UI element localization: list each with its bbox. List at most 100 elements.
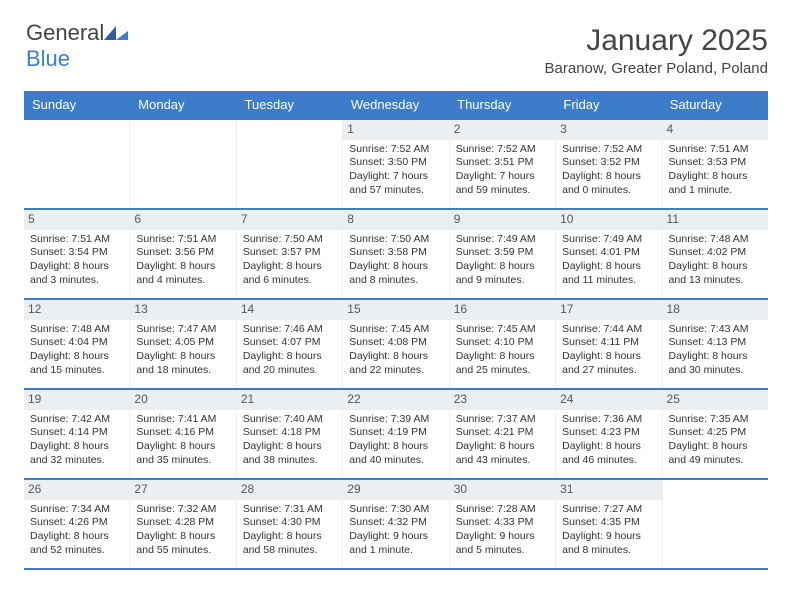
sunrise-text: Sunrise: 7:32 AM [136, 503, 229, 517]
daylight-text-2: and 38 minutes. [243, 454, 336, 468]
daylight-text-1: Daylight: 8 hours [30, 260, 123, 274]
day-cell: 11Sunrise: 7:48 AMSunset: 4:02 PMDayligh… [663, 210, 768, 298]
sunrise-text: Sunrise: 7:39 AM [349, 413, 442, 427]
sunrise-text: Sunrise: 7:44 AM [562, 323, 655, 337]
sunset-text: Sunset: 4:21 PM [456, 426, 549, 440]
daylight-text-2: and 40 minutes. [349, 454, 442, 468]
daylight-text-2: and 35 minutes. [136, 454, 229, 468]
sunrise-text: Sunrise: 7:49 AM [562, 233, 655, 247]
daylight-text-1: Daylight: 8 hours [562, 260, 655, 274]
empty-day-cell [237, 120, 343, 208]
empty-day-cell [24, 120, 130, 208]
daylight-text-1: Daylight: 7 hours [456, 170, 549, 184]
weekday-label: Thursday [449, 91, 555, 118]
daylight-text-2: and 49 minutes. [669, 454, 762, 468]
daylight-text-1: Daylight: 8 hours [243, 440, 336, 454]
day-number: 8 [343, 210, 448, 230]
daylight-text-2: and 52 minutes. [30, 544, 123, 558]
weekday-label: Wednesday [343, 91, 449, 118]
daylight-text-2: and 43 minutes. [456, 454, 549, 468]
sunset-text: Sunset: 4:30 PM [243, 516, 336, 530]
day-number: 31 [556, 480, 661, 500]
day-cell: 30Sunrise: 7:28 AMSunset: 4:33 PMDayligh… [450, 480, 556, 568]
daylight-text-2: and 0 minutes. [562, 184, 655, 198]
daylight-text-2: and 58 minutes. [243, 544, 336, 558]
day-cell: 17Sunrise: 7:44 AMSunset: 4:11 PMDayligh… [556, 300, 662, 388]
day-number: 26 [24, 480, 129, 500]
daylight-text-1: Daylight: 8 hours [562, 440, 655, 454]
day-number: 25 [663, 390, 768, 410]
daylight-text-1: Daylight: 8 hours [669, 440, 762, 454]
sunset-text: Sunset: 4:19 PM [349, 426, 442, 440]
day-number: 4 [663, 120, 768, 140]
day-number: 24 [556, 390, 661, 410]
day-number: 7 [237, 210, 342, 230]
day-cell: 28Sunrise: 7:31 AMSunset: 4:30 PMDayligh… [237, 480, 343, 568]
day-cell: 4Sunrise: 7:51 AMSunset: 3:53 PMDaylight… [663, 120, 768, 208]
sunset-text: Sunset: 4:04 PM [30, 336, 123, 350]
day-number: 21 [237, 390, 342, 410]
sunset-text: Sunset: 3:53 PM [669, 156, 762, 170]
daylight-text-2: and 1 minute. [669, 184, 762, 198]
sunrise-text: Sunrise: 7:48 AM [669, 233, 762, 247]
day-number: 29 [343, 480, 448, 500]
sunrise-text: Sunrise: 7:36 AM [562, 413, 655, 427]
daylight-text-2: and 55 minutes. [136, 544, 229, 558]
sunrise-text: Sunrise: 7:40 AM [243, 413, 336, 427]
sunrise-text: Sunrise: 7:27 AM [562, 503, 655, 517]
daylight-text-1: Daylight: 8 hours [562, 350, 655, 364]
sunset-text: Sunset: 3:51 PM [456, 156, 549, 170]
day-number: 30 [450, 480, 555, 500]
weekday-header-row: SundayMondayTuesdayWednesdayThursdayFrid… [24, 91, 768, 118]
daylight-text-1: Daylight: 8 hours [243, 350, 336, 364]
weekday-label: Tuesday [237, 91, 343, 118]
calendar: SundayMondayTuesdayWednesdayThursdayFrid… [24, 91, 768, 570]
sunrise-text: Sunrise: 7:49 AM [456, 233, 549, 247]
daylight-text-1: Daylight: 8 hours [669, 260, 762, 274]
day-number: 1 [343, 120, 448, 140]
daylight-text-2: and 8 minutes. [562, 544, 655, 558]
day-cell: 26Sunrise: 7:34 AMSunset: 4:26 PMDayligh… [24, 480, 130, 568]
day-number: 5 [24, 210, 129, 230]
brand-mark-icon [104, 20, 128, 36]
daylight-text-1: Daylight: 7 hours [349, 170, 442, 184]
sunset-text: Sunset: 4:16 PM [136, 426, 229, 440]
sunrise-text: Sunrise: 7:47 AM [136, 323, 229, 337]
day-cell: 19Sunrise: 7:42 AMSunset: 4:14 PMDayligh… [24, 390, 130, 478]
day-cell: 18Sunrise: 7:43 AMSunset: 4:13 PMDayligh… [663, 300, 768, 388]
sunset-text: Sunset: 4:13 PM [669, 336, 762, 350]
daylight-text-2: and 46 minutes. [562, 454, 655, 468]
week-row: 19Sunrise: 7:42 AMSunset: 4:14 PMDayligh… [24, 390, 768, 480]
sunrise-text: Sunrise: 7:52 AM [456, 143, 549, 157]
daylight-text-1: Daylight: 8 hours [136, 350, 229, 364]
sunset-text: Sunset: 4:10 PM [456, 336, 549, 350]
day-cell: 21Sunrise: 7:40 AMSunset: 4:18 PMDayligh… [237, 390, 343, 478]
day-cell: 9Sunrise: 7:49 AMSunset: 3:59 PMDaylight… [450, 210, 556, 298]
day-number: 3 [556, 120, 661, 140]
sunrise-text: Sunrise: 7:41 AM [136, 413, 229, 427]
week-row: 12Sunrise: 7:48 AMSunset: 4:04 PMDayligh… [24, 300, 768, 390]
sunset-text: Sunset: 4:28 PM [136, 516, 229, 530]
daylight-text-1: Daylight: 9 hours [562, 530, 655, 544]
empty-day-cell [663, 480, 768, 568]
daylight-text-1: Daylight: 8 hours [669, 350, 762, 364]
sunset-text: Sunset: 4:35 PM [562, 516, 655, 530]
sunset-text: Sunset: 3:58 PM [349, 246, 442, 260]
day-cell: 5Sunrise: 7:51 AMSunset: 3:54 PMDaylight… [24, 210, 130, 298]
weeks-container: 1Sunrise: 7:52 AMSunset: 3:50 PMDaylight… [24, 118, 768, 570]
sunset-text: Sunset: 3:54 PM [30, 246, 123, 260]
week-row: 26Sunrise: 7:34 AMSunset: 4:26 PMDayligh… [24, 480, 768, 570]
sunset-text: Sunset: 3:50 PM [349, 156, 442, 170]
day-cell: 15Sunrise: 7:45 AMSunset: 4:08 PMDayligh… [343, 300, 449, 388]
brand-logo: General Blue [26, 20, 128, 72]
day-cell: 14Sunrise: 7:46 AMSunset: 4:07 PMDayligh… [237, 300, 343, 388]
day-number: 16 [450, 300, 555, 320]
sunset-text: Sunset: 3:52 PM [562, 156, 655, 170]
daylight-text-2: and 22 minutes. [349, 364, 442, 378]
daylight-text-2: and 8 minutes. [349, 274, 442, 288]
weekday-label: Saturday [662, 91, 768, 118]
day-number: 10 [556, 210, 661, 230]
sunrise-text: Sunrise: 7:45 AM [456, 323, 549, 337]
day-cell: 12Sunrise: 7:48 AMSunset: 4:04 PMDayligh… [24, 300, 130, 388]
sunrise-text: Sunrise: 7:52 AM [562, 143, 655, 157]
